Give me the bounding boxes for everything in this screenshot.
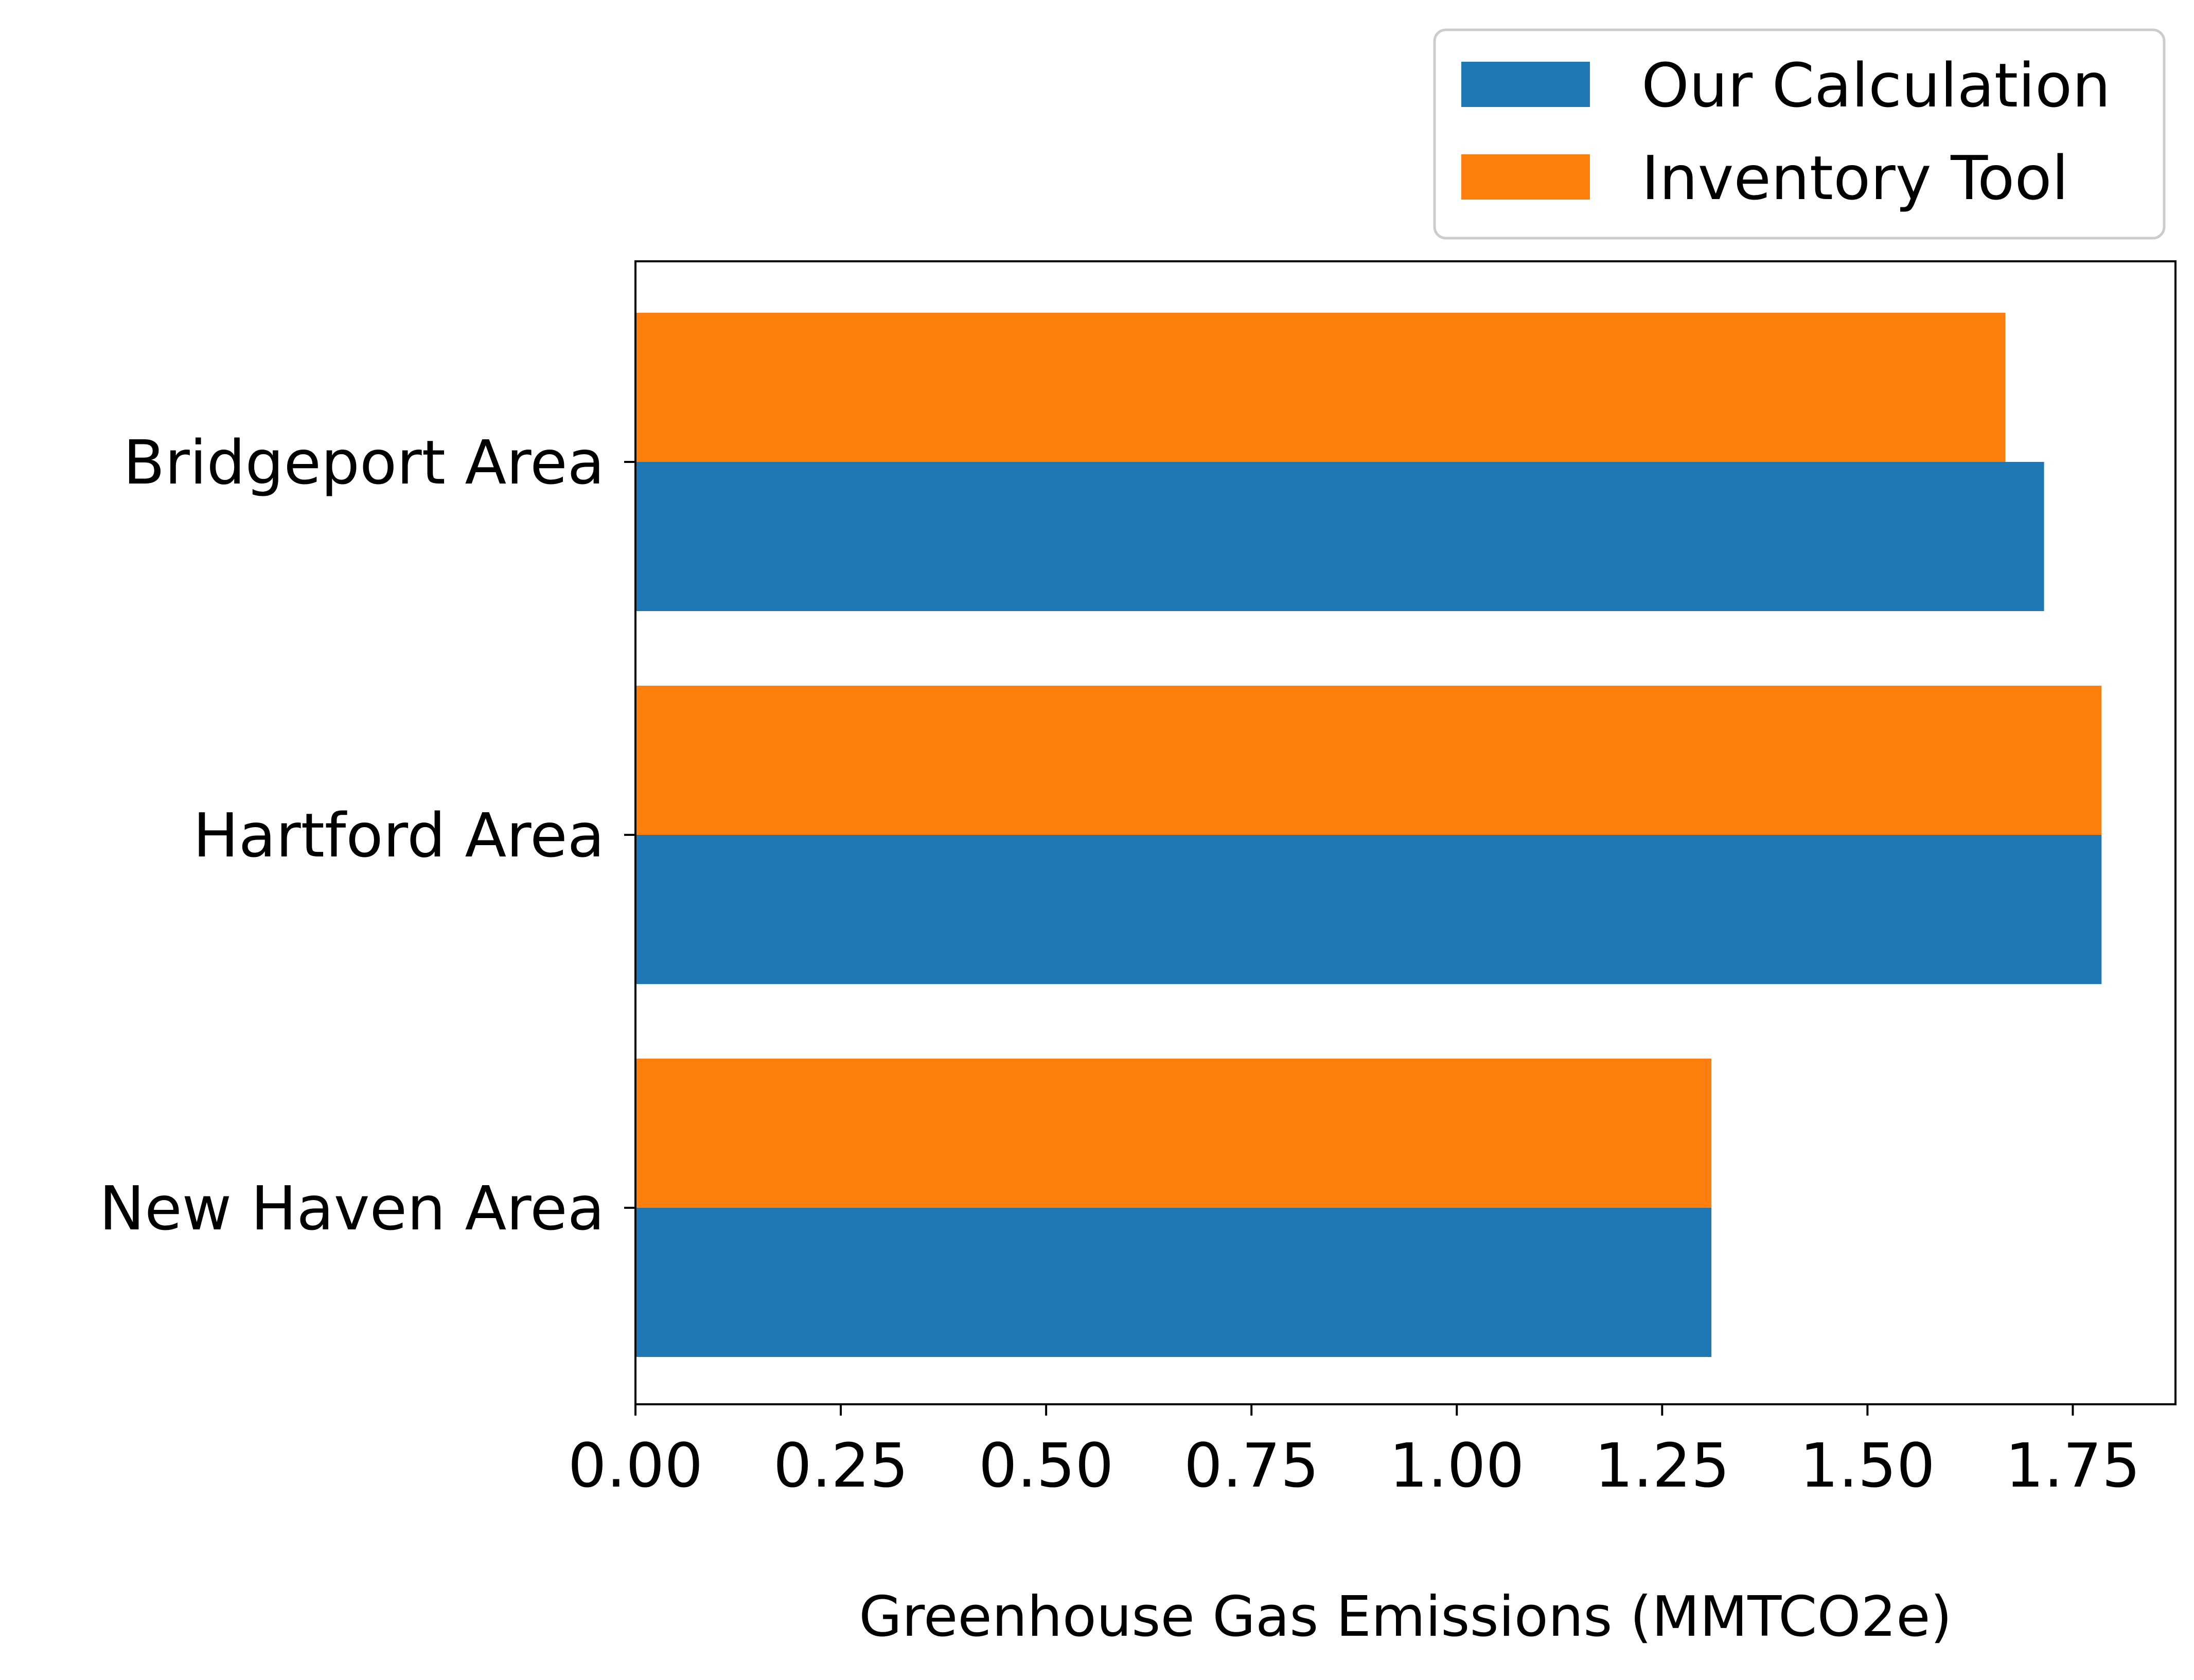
legend-box: [1433, 28, 2166, 240]
y-tick-label: New Haven Area: [99, 1173, 605, 1244]
legend-label: Our Calculation: [1641, 50, 2111, 121]
bar-our-calculation-0: [635, 462, 2044, 611]
x-tick-label: 0.75: [1184, 1430, 1319, 1501]
x-tick-label: 0.00: [568, 1430, 703, 1501]
legend-label: Inventory Tool: [1641, 142, 2068, 213]
bar-inventory-tool-2: [635, 1059, 1712, 1208]
legend-swatch: [1461, 62, 1590, 107]
bar-inventory-tool-1: [635, 686, 2102, 835]
y-tick-label: Bridgeport Area: [123, 427, 605, 498]
bar-our-calculation-2: [635, 1208, 1712, 1357]
x-tick-label: 1.75: [2005, 1430, 2140, 1501]
x-tick-label: 1.00: [1389, 1430, 1525, 1501]
ticks-layer: Bridgeport Area Hartford Area New Haven Ar…: [99, 427, 2140, 1501]
y-tick-label: Hartford Area: [193, 800, 605, 871]
bar-our-calculation-1: [635, 835, 2102, 984]
bars-layer: [635, 313, 2102, 1357]
bar-inventory-tool-0: [635, 313, 2006, 462]
x-axis-label: Greenhouse Gas Emissions (MMTCO2e): [859, 1585, 1952, 1649]
x-tick-label: 0.25: [773, 1430, 909, 1501]
plot-frame: [634, 260, 2177, 1405]
legend-swatch: [1461, 154, 1590, 200]
x-tick-label: 1.25: [1595, 1430, 1730, 1501]
x-tick-label: 1.50: [1800, 1430, 1935, 1501]
x-tick-label: 0.50: [979, 1430, 1114, 1501]
legend: Our Calculation Inventory Tool: [1433, 28, 2166, 240]
